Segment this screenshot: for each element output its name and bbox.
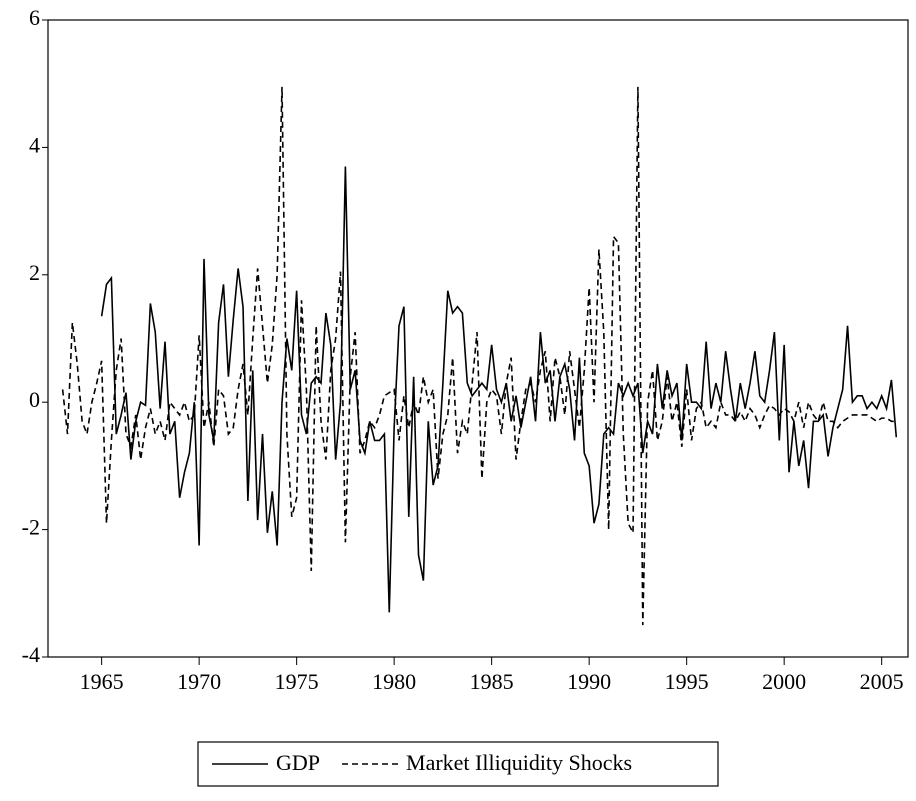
x-tick-label: 2005 bbox=[860, 669, 904, 694]
x-tick-label: 1965 bbox=[80, 669, 124, 694]
x-tick-label: 1985 bbox=[470, 669, 514, 694]
plot-frame bbox=[47, 19, 909, 658]
x-tick-label: 1995 bbox=[665, 669, 709, 694]
y-tick-label: 4 bbox=[29, 132, 40, 157]
y-tick-label: 2 bbox=[29, 260, 40, 285]
legend-box bbox=[197, 741, 719, 787]
x-tick-label: 1980 bbox=[372, 669, 416, 694]
legend: GDP Market Illiquidity Shocks bbox=[197, 741, 719, 787]
x-tick-label: 2000 bbox=[762, 669, 806, 694]
series-line bbox=[100, 166, 898, 613]
legend-label: GDP bbox=[276, 750, 320, 775]
y-tick-label: 6 bbox=[29, 5, 40, 30]
y-tick-label: -4 bbox=[22, 642, 40, 667]
series-line bbox=[61, 86, 897, 626]
x-tick-label: 1990 bbox=[567, 669, 611, 694]
y-tick-label: -2 bbox=[22, 515, 40, 540]
y-tick-label: 0 bbox=[29, 387, 40, 412]
legend-label: Market Illiquidity Shocks bbox=[406, 750, 632, 775]
x-tick-label: 1970 bbox=[177, 669, 221, 694]
x-tick-label: 1975 bbox=[275, 669, 319, 694]
